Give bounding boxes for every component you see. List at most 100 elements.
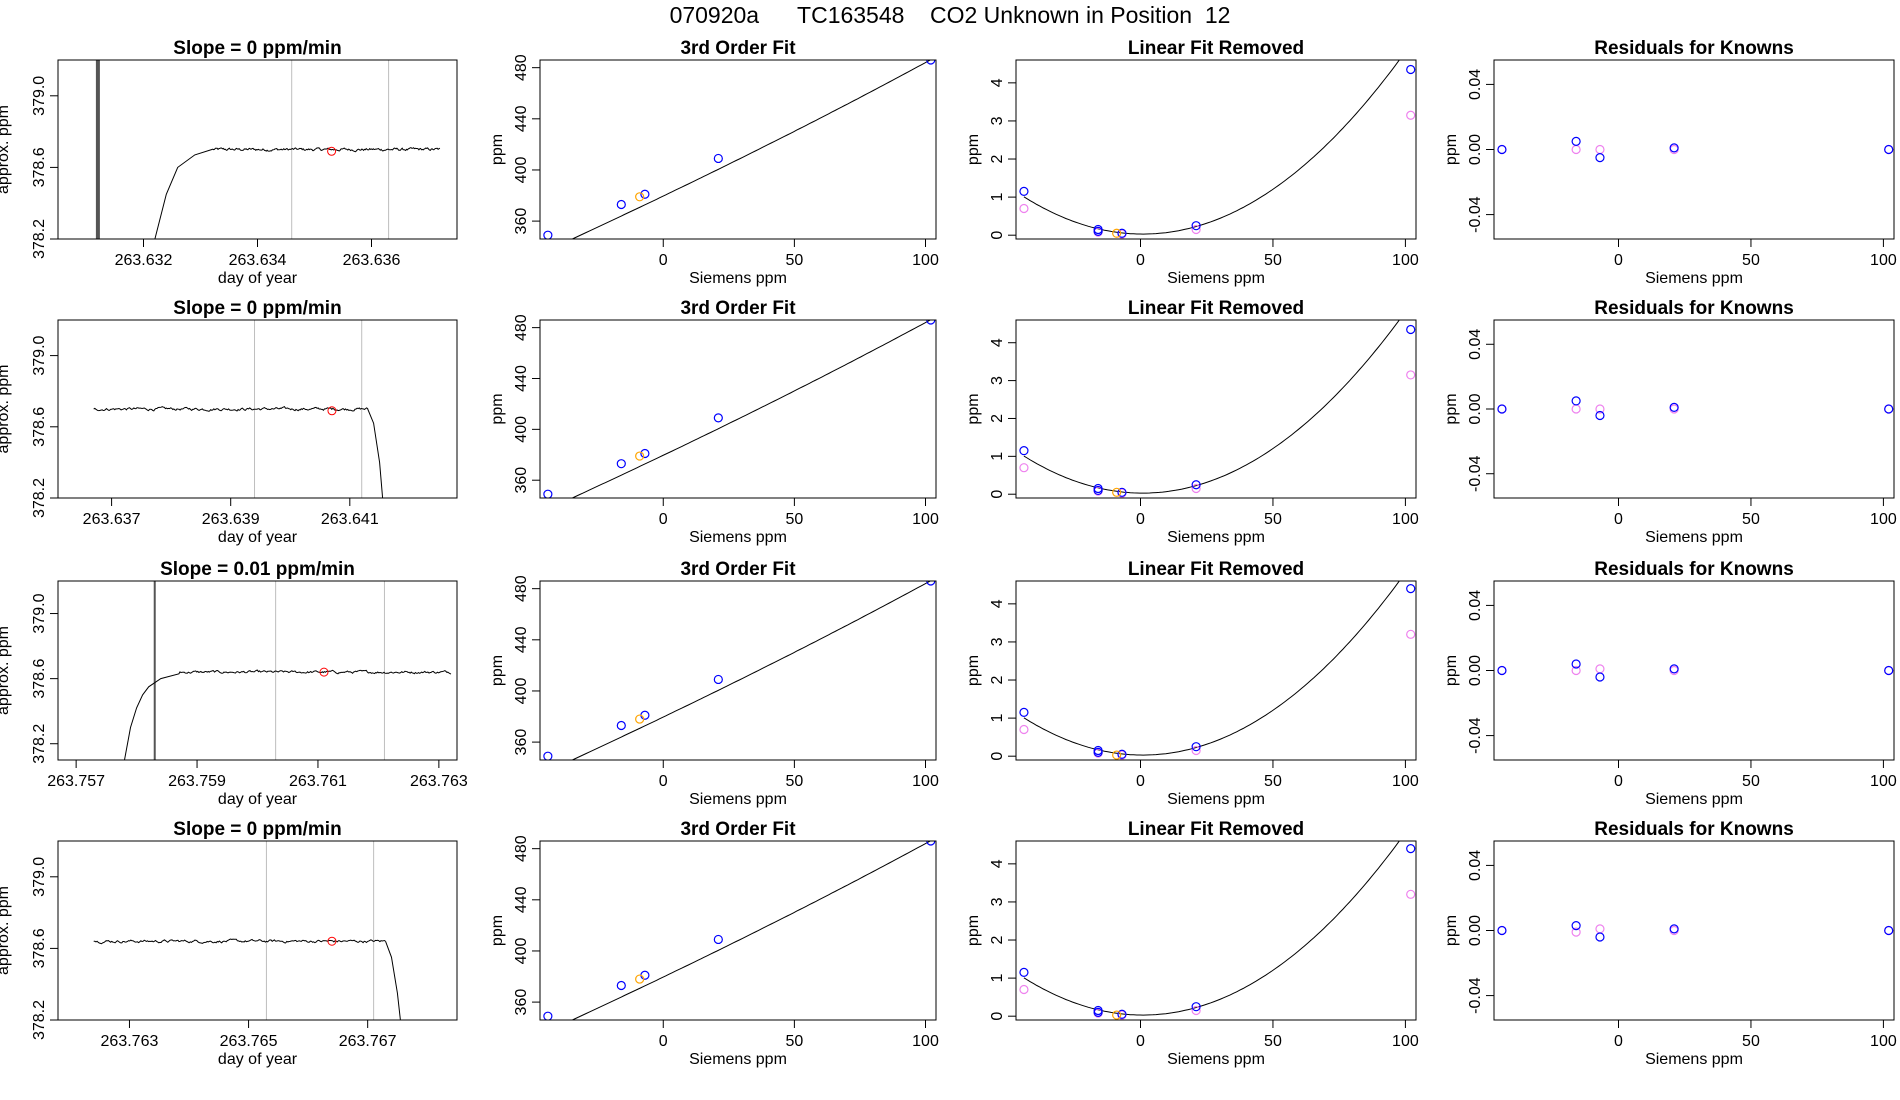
y-tick-label: 360 — [513, 729, 530, 756]
y-axis-label: ppm — [489, 915, 506, 946]
panel-frame — [57, 580, 458, 761]
x-tick-label: 50 — [1742, 773, 1760, 790]
y-axis-label: ppm — [965, 915, 982, 946]
data-trace — [154, 147, 441, 239]
x-tick-label: 263.763 — [410, 773, 468, 790]
known-point — [1884, 144, 1894, 155]
x-axis-label: Siemens ppm — [1645, 1051, 1743, 1068]
panel-title: 3rd Order Fit — [680, 38, 796, 59]
y-axis-label: approx. ppm — [0, 105, 12, 194]
y-tick-label: 4 — [989, 599, 1006, 608]
y-tick-label: 360 — [513, 208, 530, 235]
y-tick-label: 3 — [989, 637, 1006, 646]
x-tick-label: 263.637 — [83, 511, 141, 528]
y-axis-label: approx. ppm — [0, 626, 12, 715]
x-tick-label: 50 — [785, 252, 803, 269]
x-tick-label: 0 — [1136, 773, 1145, 790]
x-tick-label: 0 — [1614, 511, 1623, 528]
y-tick-label: 0.04 — [1467, 329, 1484, 360]
y-tick-label: -0.04 — [1467, 455, 1484, 492]
panel-title: 3rd Order Fit — [680, 819, 796, 840]
known-point — [1497, 404, 1507, 414]
y-tick-label: 400 — [513, 416, 530, 443]
known-point — [1497, 665, 1507, 676]
panel-frame — [1015, 580, 1417, 761]
y-tick-label: 378.2 — [31, 478, 48, 518]
x-tick-label: 100 — [1392, 511, 1419, 528]
y-tick-label: 440 — [513, 626, 530, 653]
y-axis-label: ppm — [1443, 134, 1460, 165]
known-point — [713, 413, 723, 423]
y-tick-label: 1 — [989, 193, 1006, 202]
x-tick-label: 0 — [659, 252, 668, 269]
plot-area — [95, 60, 441, 239]
fitted-point — [1571, 665, 1581, 676]
plot-area — [543, 841, 936, 1020]
known-point — [543, 751, 553, 760]
x-tick-label: 50 — [1264, 252, 1282, 269]
plot-area — [1019, 60, 1416, 239]
y-tick-label: 378.2 — [31, 724, 48, 764]
panel-title: Residuals for Knowns — [1594, 559, 1794, 580]
known-point — [1884, 925, 1894, 936]
known-point — [1093, 1007, 1103, 1017]
known-point — [1406, 584, 1416, 594]
panel-1-2: Linear Fit Removed 0 50 100 0 1 2 3 4 Siemens ppm… — [965, 298, 1419, 546]
panel-0-1: 3rd Order Fit 0 50 100 360 400 440 480 Siemens p… — [489, 38, 939, 287]
panel-3-2: Linear Fit Removed 0 50 100 0 1 2 3 4 Siemens ppm… — [965, 819, 1419, 1068]
known-point — [616, 980, 626, 991]
panel-frame — [1493, 59, 1895, 240]
x-tick-label: 100 — [1392, 252, 1419, 269]
y-tick-label: 0.00 — [1467, 393, 1484, 424]
x-tick-label: 100 — [912, 773, 939, 790]
fit-curve — [1023, 320, 1400, 494]
fitted-point — [1019, 203, 1029, 214]
y-axis-label: ppm — [1443, 915, 1460, 946]
plot-area — [1497, 396, 1894, 421]
y-tick-label: 0 — [989, 752, 1006, 761]
y-tick-label: 0 — [989, 490, 1006, 499]
x-tick-label: 0 — [1136, 252, 1145, 269]
plot-area — [124, 581, 452, 760]
x-tick-label: 100 — [912, 1033, 939, 1050]
y-axis-label: ppm — [1443, 393, 1460, 424]
known-point — [1093, 485, 1103, 496]
known-point — [616, 459, 626, 469]
fitted-point — [1595, 404, 1605, 414]
known-point — [640, 448, 650, 459]
fitted-point — [1406, 110, 1416, 120]
known-point — [713, 934, 723, 945]
fitted-point — [1571, 404, 1581, 414]
y-tick-label: 379.0 — [31, 335, 48, 375]
x-tick-label: 50 — [1742, 252, 1760, 269]
x-tick-label: 0 — [1136, 1033, 1145, 1050]
x-tick-label: 263.636 — [343, 252, 401, 269]
x-tick-label: 263.767 — [339, 1033, 397, 1050]
y-tick-label: 440 — [513, 365, 530, 392]
y-axis-label: ppm — [1443, 655, 1460, 686]
average-marker — [327, 936, 337, 946]
known-point — [1497, 925, 1507, 936]
panel-frame — [1015, 840, 1417, 1021]
x-tick-label: 50 — [1264, 1033, 1282, 1050]
x-axis-label: Siemens ppm — [1167, 529, 1265, 546]
panel-frame — [539, 580, 937, 761]
y-tick-label: 0.00 — [1467, 134, 1484, 165]
y-tick-label: 1 — [989, 974, 1006, 983]
y-tick-label: 0.00 — [1467, 915, 1484, 946]
y-tick-label: 4 — [989, 859, 1006, 868]
y-tick-label: 440 — [513, 886, 530, 913]
y-axis-label: approx. ppm — [0, 886, 12, 975]
plot-area — [543, 320, 936, 498]
known-point — [1406, 324, 1416, 335]
x-tick-label: 100 — [1392, 773, 1419, 790]
y-tick-label: 378.6 — [31, 659, 48, 699]
known-point — [1117, 749, 1127, 759]
fitted-point — [1406, 889, 1416, 899]
panel-title: Slope = 0 ppm/min — [173, 298, 341, 319]
y-tick-label: 378.6 — [31, 407, 48, 447]
y-tick-label: 0.00 — [1467, 655, 1484, 686]
known-point — [1595, 932, 1605, 942]
panel-title: Slope = 0 ppm/min — [173, 38, 341, 59]
average-marker — [327, 406, 337, 416]
